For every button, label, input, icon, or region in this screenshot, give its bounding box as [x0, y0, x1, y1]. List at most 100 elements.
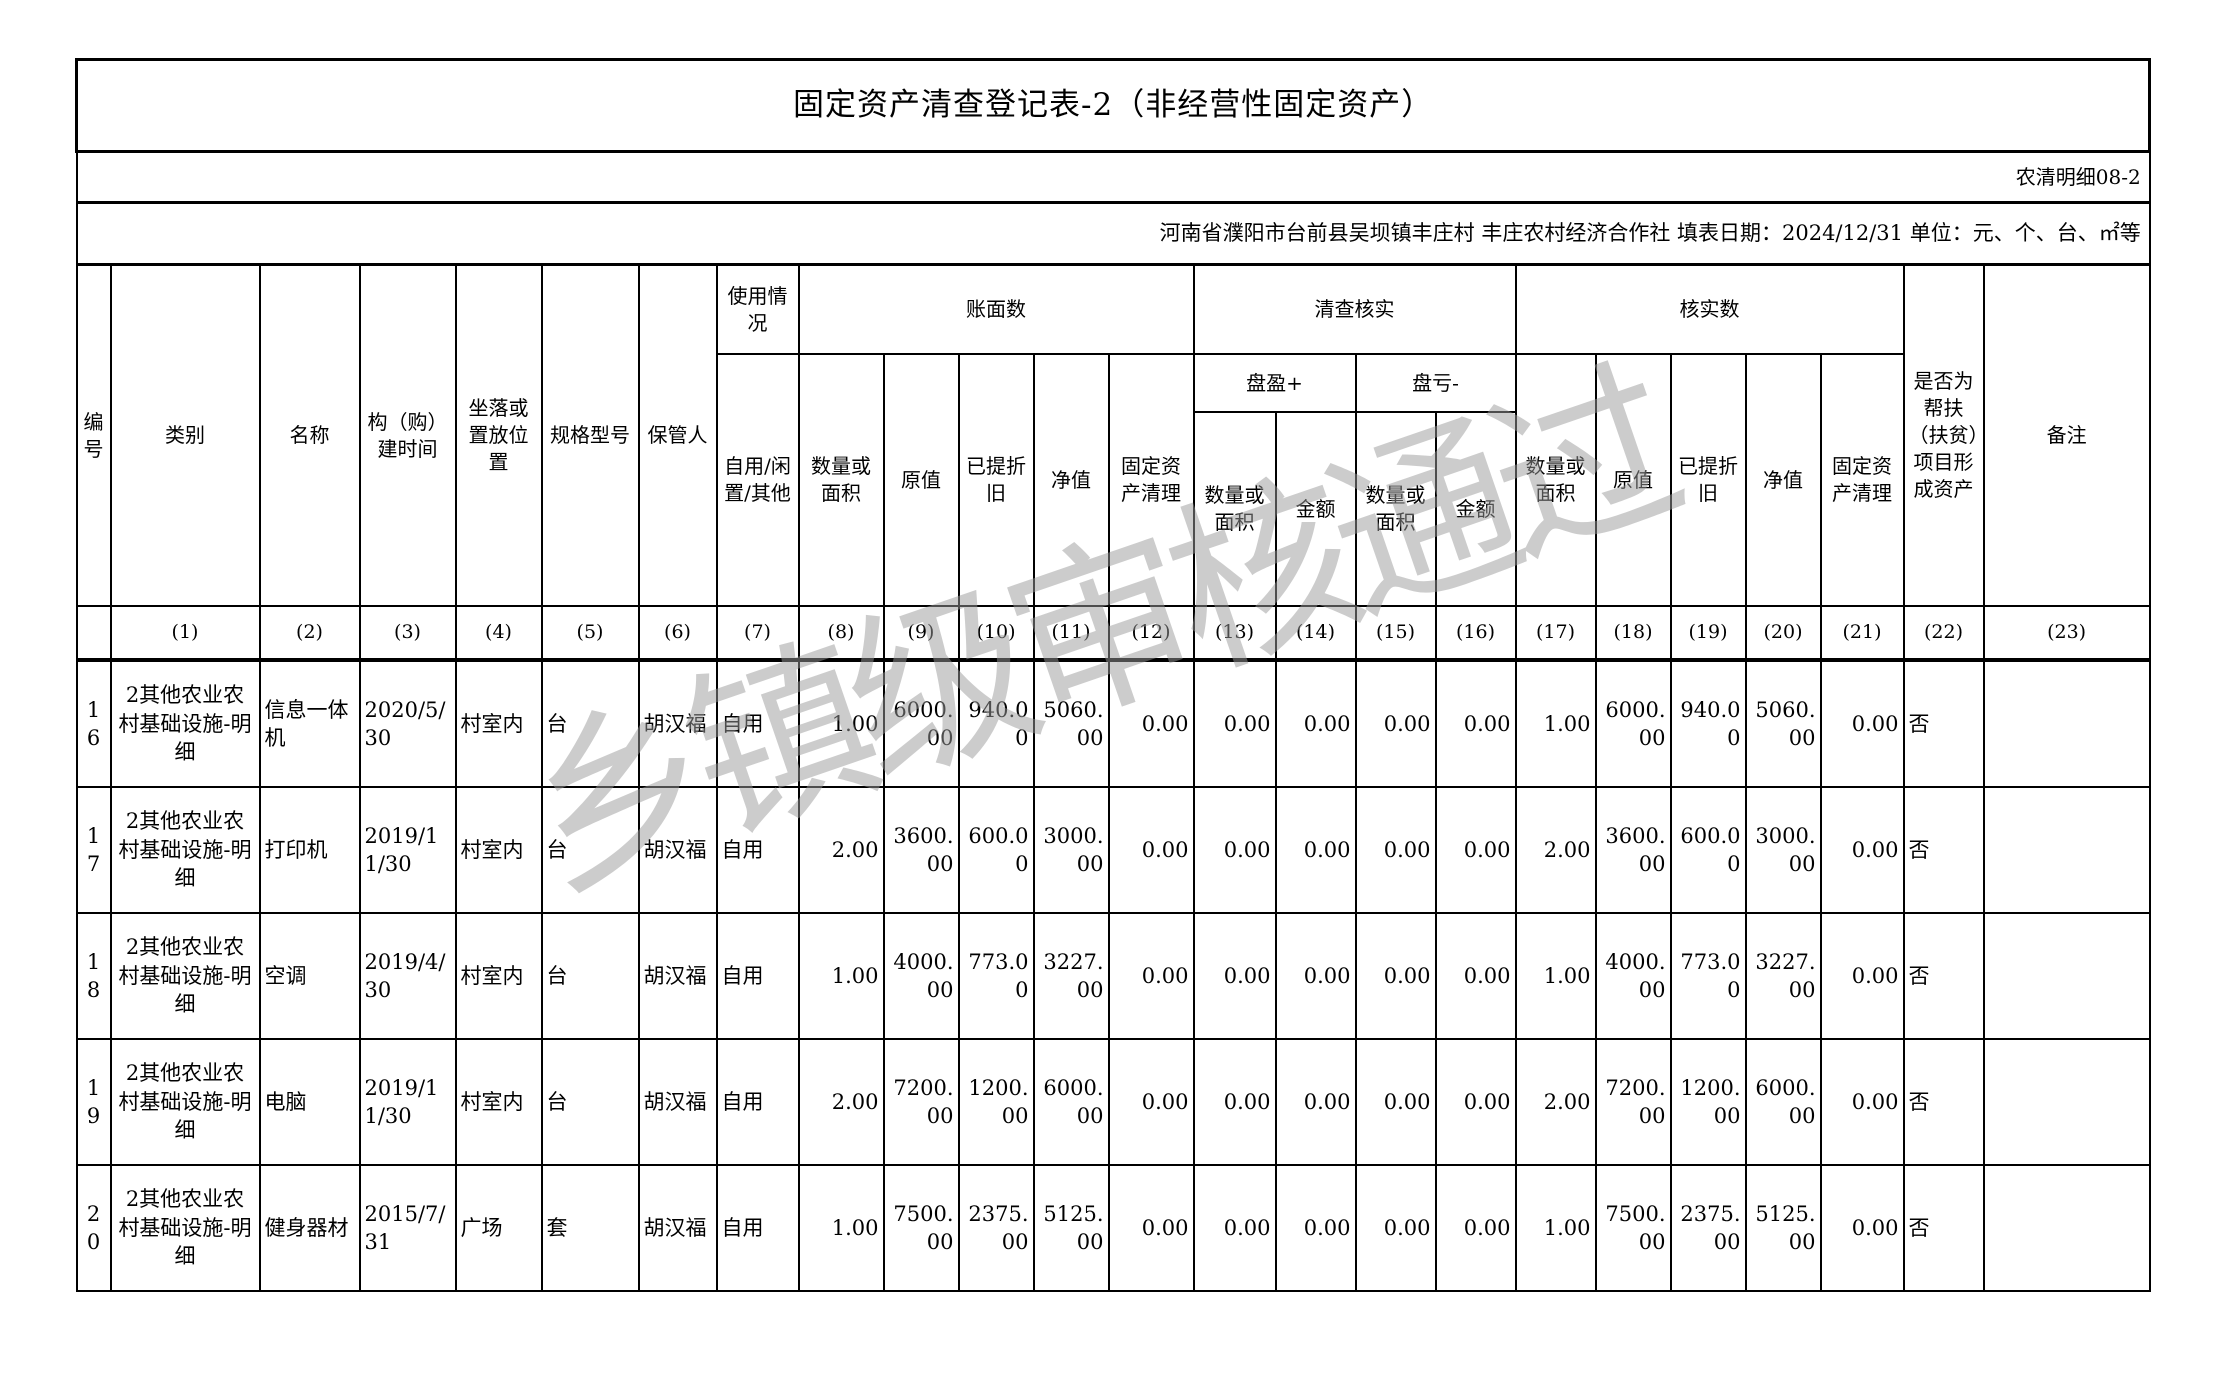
cell-no: 16 [75, 659, 112, 788]
cell-no: 18 [75, 912, 112, 1040]
header-build-time: 构（购）建时间 [358, 263, 457, 607]
cell-verified-qty: 1.00 [1514, 1164, 1597, 1292]
info-line: 河南省濮阳市台前县吴坝镇丰庄村 丰庄农村经济合作社 填表日期：2024/12/3… [75, 201, 2151, 266]
header-verified-orig: 原值 [1594, 353, 1672, 607]
cell-deficit-qty: 0.00 [1354, 659, 1437, 788]
header-book-orig: 原值 [882, 353, 960, 607]
cell-remark [1982, 1164, 2151, 1292]
cell-book-net: 5125.00 [1032, 1164, 1110, 1292]
cell-verified-depr: 1200.00 [1669, 1038, 1747, 1166]
cell-usage: 自用 [715, 1038, 800, 1166]
cell-surplus-qty: 0.00 [1192, 786, 1277, 914]
cell-location: 村室内 [454, 912, 543, 1040]
header-category: 类别 [109, 263, 261, 607]
cell-book-net: 3000.00 [1032, 786, 1110, 914]
cell-category: 2其他农业农村基础设施-明细 [109, 1038, 261, 1166]
header-name: 名称 [258, 263, 361, 607]
colnum: (7) [715, 605, 800, 662]
cell-verified-net: 3227.00 [1744, 912, 1822, 1040]
header-usage-group: 使用情况 [715, 263, 800, 355]
cell-poverty-flag: 否 [1902, 1164, 1985, 1292]
cell-remark [1982, 786, 2151, 914]
cell-poverty-flag: 否 [1902, 659, 1985, 788]
cell-location: 村室内 [454, 1038, 543, 1166]
header-surplus-group: 盘盈+ [1192, 353, 1357, 413]
header-deficit-group: 盘亏- [1354, 353, 1517, 413]
cell-name: 空调 [258, 912, 361, 1040]
cell-book-disposal: 0.00 [1107, 1164, 1195, 1292]
header-keeper: 保管人 [637, 263, 718, 607]
cell-verified-depr: 2375.00 [1669, 1164, 1747, 1292]
cell-book-disposal: 0.00 [1107, 1038, 1195, 1166]
cell-verified-qty: 2.00 [1514, 786, 1597, 914]
title-row: 固定资产清查登记表-2（非经营性固定资产） [74, 58, 2152, 153]
cell-verified-disposal: 0.00 [1819, 912, 1905, 1040]
doc-code: 农清明细08-2 [75, 150, 2151, 204]
colnum: (5) [540, 605, 640, 662]
colnum: (23) [1982, 605, 2151, 662]
header-book-qty: 数量或面积 [797, 353, 885, 607]
colnum: (3) [358, 605, 457, 662]
header-verified-group: 核实数 [1514, 263, 1905, 355]
cell-location: 村室内 [454, 786, 543, 914]
header-location: 坐落或置放位置 [454, 263, 543, 607]
cell-verified-net: 6000.00 [1744, 1038, 1822, 1166]
header-surplus-amount: 金额 [1274, 411, 1357, 607]
cell-poverty-flag: 否 [1902, 912, 1985, 1040]
cell-deficit-amount: 0.00 [1434, 1164, 1517, 1292]
cell-surplus-amount: 0.00 [1274, 786, 1357, 914]
cell-build-date: 2019/11/30 [358, 786, 457, 914]
header-row-3: 数量或面积 金额 数量或面积 金额 [77, 411, 2150, 607]
cell-spec: 台 [540, 786, 640, 914]
cell-verified-qty: 1.00 [1514, 659, 1597, 788]
cell-surplus-qty: 0.00 [1192, 1038, 1277, 1166]
cell-book-disposal: 0.00 [1107, 659, 1195, 788]
header-book-net: 净值 [1032, 353, 1110, 607]
colnum: (19) [1669, 605, 1747, 662]
colnum: (2) [258, 605, 361, 662]
cell-book-depr: 1200.00 [957, 1038, 1035, 1166]
cell-verified-depr: 940.00 [1669, 659, 1747, 788]
colnum: (18) [1594, 605, 1672, 662]
doc-code-row: 农清明细08-2 [75, 150, 2151, 204]
header-usage-leaf: 自用/闲置/其他 [715, 353, 800, 607]
cell-verified-qty: 2.00 [1514, 1038, 1597, 1166]
cell-deficit-qty: 0.00 [1354, 912, 1437, 1040]
colnum: (14) [1274, 605, 1357, 662]
cell-remark [1982, 659, 2151, 788]
colnum: (12) [1107, 605, 1195, 662]
cell-book-depr: 773.00 [957, 912, 1035, 1040]
colnum: (9) [882, 605, 960, 662]
colnum: (17) [1514, 605, 1597, 662]
cell-build-date: 2020/5/30 [358, 659, 457, 788]
cell-surplus-amount: 0.00 [1274, 659, 1357, 788]
cell-book-net: 5060.00 [1032, 659, 1110, 788]
cell-usage: 自用 [715, 659, 800, 788]
cell-usage: 自用 [715, 786, 800, 914]
cell-remark [1982, 912, 2151, 1040]
cell-no: 19 [75, 1038, 112, 1166]
cell-spec: 台 [540, 1038, 640, 1166]
cell-book-qty: 1.00 [797, 1164, 885, 1292]
colnum: (4) [454, 605, 543, 662]
cell-remark [1982, 1038, 2151, 1166]
cell-deficit-qty: 0.00 [1354, 1164, 1437, 1292]
header-book-disposal: 固定资产清理 [1107, 353, 1195, 607]
cell-verified-net: 5060.00 [1744, 659, 1822, 788]
cell-verified-orig: 7200.00 [1594, 1038, 1672, 1166]
cell-verified-depr: 600.00 [1669, 786, 1747, 914]
page-title: 固定资产清查登记表-2（非经营性固定资产） [74, 58, 2152, 153]
table-row: 16 2其他农业农村基础设施-明细 信息一体机 2020/5/30 村室内 台 … [75, 659, 2151, 788]
cell-verified-disposal: 0.00 [1819, 1038, 1905, 1166]
header-deficit-qty: 数量或面积 [1354, 411, 1437, 607]
cell-book-qty: 1.00 [797, 659, 885, 788]
cell-category: 2其他农业农村基础设施-明细 [109, 659, 261, 788]
header-book-depr: 已提折旧 [957, 353, 1035, 607]
cell-name: 健身器材 [258, 1164, 361, 1292]
cell-book-orig: 4000.00 [882, 912, 960, 1040]
colnum: (11) [1032, 605, 1110, 662]
cell-book-qty: 1.00 [797, 912, 885, 1040]
cell-spec: 台 [540, 912, 640, 1040]
cell-name: 打印机 [258, 786, 361, 914]
cell-deficit-amount: 0.00 [1434, 659, 1517, 788]
